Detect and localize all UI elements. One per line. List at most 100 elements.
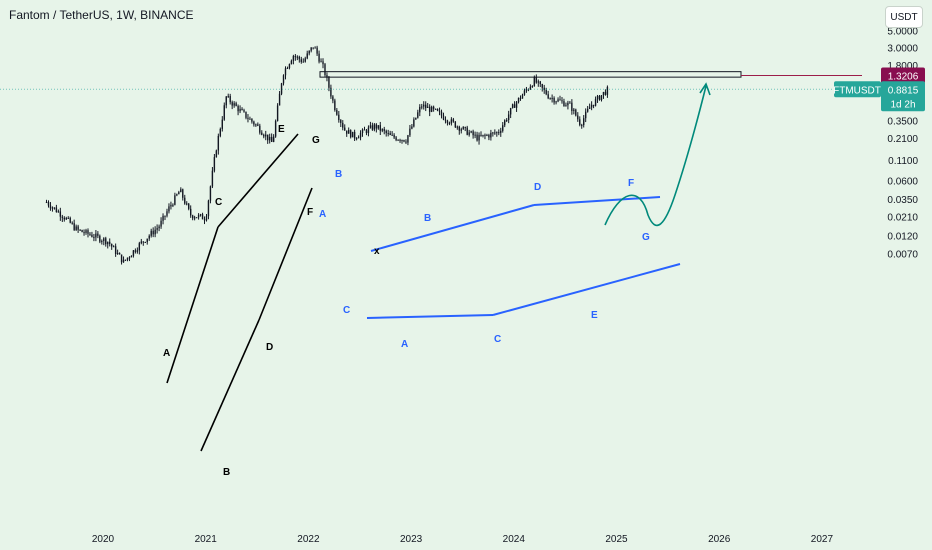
candle-body [195,217,198,219]
candle-body [116,253,119,255]
candle-body [359,133,362,138]
candle-body [338,114,340,121]
candle-body [452,119,455,122]
candle-body [270,136,273,142]
candle-body [436,108,439,111]
impulse-wave-label: D [266,342,273,353]
candle-body [484,134,486,136]
candle-body [403,139,405,142]
candle-body [225,96,227,106]
currency-button[interactable]: USDT [885,6,923,28]
candle-body [105,238,107,245]
candle-body [184,197,186,204]
candle-body [387,133,389,135]
bar-countdown: 1d 2h [890,99,915,110]
candle-body [492,132,494,134]
candle-body [150,230,152,236]
candle-body [470,131,472,133]
candle-body [180,189,182,193]
candle-body [336,110,338,115]
candle-body [385,130,387,134]
candle-body [158,226,160,229]
symbol-badge-text: FTMUSDT [833,85,881,96]
candle-body [316,47,318,54]
candle-body [326,75,328,78]
resistance-zone [319,71,742,78]
candle-body [91,234,93,237]
candle-body [324,64,326,76]
candle-body [525,89,528,91]
candle-body [59,211,62,217]
candle-body [189,208,192,216]
candle-body [274,120,277,137]
candle-body [454,121,457,128]
candle-body [496,132,498,134]
candle-body [107,241,109,245]
chart-title: Fantom / TetherUS, 1W, BINANCE [9,8,194,22]
candle-body [132,250,135,256]
candle-body [596,95,599,100]
candle-body [144,241,146,243]
y-tick-label: 0.2100 [887,134,918,145]
candle-body [81,230,83,233]
candle-body [523,90,526,95]
candle-body [178,192,180,195]
candle-body [166,211,168,216]
candle-body [197,214,200,218]
candle-body [241,108,243,111]
candle-body [267,134,269,141]
candle-body [541,84,543,88]
candle-body [237,106,239,112]
candle-body [567,102,569,106]
candle-body [51,207,54,209]
candle-body [170,205,172,207]
candle-body [292,56,295,61]
candle-body [65,217,67,220]
candle-body [409,128,411,136]
candle-body [575,109,577,116]
candle-body [176,194,178,196]
candle-body [109,241,111,244]
candle-body [280,83,283,94]
candle-body [379,125,381,131]
candle-body [504,120,506,126]
candle-body [393,134,395,138]
candle-body [573,109,575,111]
candle-body [450,119,453,124]
y-tick-label: 3.0000 [887,44,918,55]
x-tick-label: 2025 [605,534,628,545]
candle-body [446,120,449,123]
impulse-wave-label: B [223,467,230,478]
projection-path [604,85,707,227]
candle-body [257,124,259,126]
candle-body [373,124,376,130]
candle-body [456,126,459,128]
candle-body [513,104,516,108]
candle-body [448,122,451,124]
candle-body [561,100,563,102]
candle-body [543,87,545,90]
candle-body [592,104,595,106]
impulse-wave-line [200,319,260,452]
candle-body [249,118,251,120]
candle-body [89,233,91,235]
candle-body [519,97,522,99]
candle-body [154,229,156,235]
candle-body [571,102,573,111]
candle-body [369,125,372,128]
x-tick-label: 2023 [400,534,423,545]
candle-body [559,99,561,101]
candle-body [355,138,358,140]
x-tick-label: 2027 [811,534,834,545]
candle-body [476,134,478,141]
y-tick-label: 1.8000 [887,61,918,72]
candle-body [407,135,409,143]
candle-body [217,135,220,151]
candle-body [148,235,150,239]
candle-body [395,137,397,141]
candle-body [55,207,58,213]
candle-body [529,86,532,90]
candle-body [93,236,95,238]
y-tick-label: 0.0350 [887,195,918,206]
